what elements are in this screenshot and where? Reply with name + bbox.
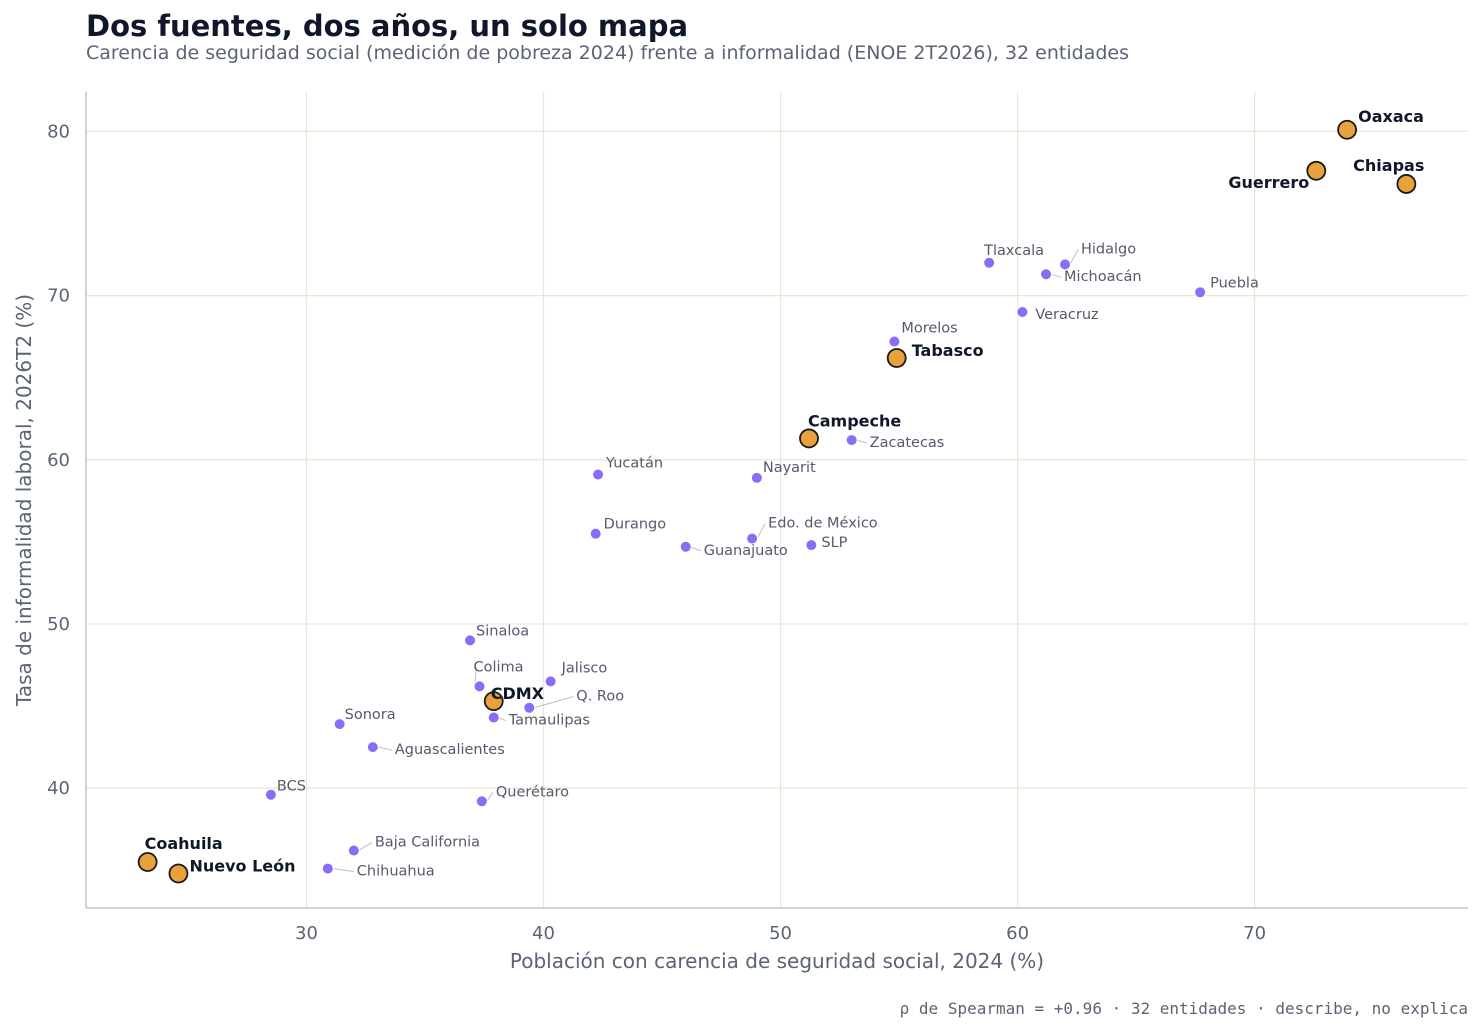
label-cdmx: CDMX [491, 684, 545, 703]
label-coahuila: Coahuila [145, 834, 223, 853]
point-sonora [333, 718, 346, 731]
point-queretaro [475, 795, 488, 808]
point-oaxaca-highlight [1337, 119, 1358, 140]
leader-line [534, 696, 574, 709]
x-tick-label: 40 [532, 923, 555, 944]
leader-line [1069, 249, 1079, 265]
label-guerrero: Guerrero [1228, 173, 1309, 192]
point-labels: Tlaxcala Hidalgo Michoacán Puebla Veracruz Mo… [145, 107, 1425, 880]
label-nuevo-leon: Nuevo León [189, 857, 295, 876]
label-durango: Durango [604, 517, 667, 533]
point-zacatecas [845, 434, 858, 447]
x-tick-label: 30 [295, 923, 318, 944]
point-q-roo [523, 701, 536, 714]
point-bcs [264, 788, 277, 801]
y-tick-label: 70 [47, 286, 70, 307]
chart-subtitle: Carencia de seguridad social (medición d… [86, 42, 1129, 64]
point-aguascalientes [366, 741, 379, 754]
label-leaders [332, 249, 1079, 873]
point-hidalgo [1059, 258, 1072, 271]
x-tick-label: 60 [1006, 923, 1029, 944]
label-slp: SLP [821, 535, 847, 551]
chart-title: Dos fuentes, dos años, un solo mapa [86, 9, 689, 43]
leader-line [332, 868, 354, 873]
y-axis-title: Tasa de informalidad laboral, 2026T2 (%) [12, 294, 36, 707]
label-tlaxcala: Tlaxcala [983, 243, 1044, 259]
y-tick-label: 80 [47, 121, 70, 142]
data-points [137, 119, 1417, 884]
label-veracruz: Veracruz [1035, 307, 1098, 323]
label-yucatan: Yucatán [605, 456, 663, 472]
point-durango [589, 527, 602, 540]
label-sinaloa: Sinaloa [476, 623, 529, 639]
label-oaxaca: Oaxaca [1358, 107, 1424, 126]
label-campeche: Campeche [808, 411, 901, 430]
x-axis-title: Población con carencia de seguridad soci… [510, 949, 1044, 973]
point-chiapas-highlight [1396, 174, 1417, 194]
point-nuevo-leon-highlight [168, 863, 189, 884]
point-tamaulipas [487, 711, 500, 724]
axes: 30 40 50 60 70 40 50 60 70 80 [47, 92, 1468, 944]
y-tick-label: 60 [47, 450, 70, 471]
label-guanajuato: Guanajuato [704, 543, 788, 559]
point-edo-de-mexico [746, 532, 759, 545]
label-morelos: Morelos [901, 321, 957, 337]
point-sinaloa [464, 634, 477, 647]
chart-footnote: ρ de Spearman = +0.96 · 32 entidades · d… [899, 999, 1468, 1018]
label-nayarit: Nayarit [763, 460, 816, 476]
leader-line [486, 792, 494, 802]
leader-line [690, 546, 701, 552]
point-tabasco-highlight [886, 348, 907, 368]
label-hidalgo: Hidalgo [1081, 241, 1136, 257]
point-slp [805, 539, 818, 552]
label-tamaulipas: Tamaulipas [508, 713, 590, 729]
point-guanajuato [679, 540, 692, 553]
point-morelos [888, 335, 901, 348]
point-tlaxcala [983, 256, 996, 269]
label-colima: Colima [474, 659, 524, 675]
label-q-roo: Q. Roo [576, 689, 624, 705]
point-nayarit [750, 471, 763, 484]
label-aguascalientes: Aguascalientes [395, 742, 505, 758]
label-sonora: Sonora [345, 707, 396, 723]
leader-line [856, 439, 867, 444]
x-tick-label: 50 [769, 923, 792, 944]
point-colima [473, 680, 486, 693]
label-puebla: Puebla [1210, 275, 1259, 291]
y-tick-label: 40 [47, 778, 70, 799]
point-campeche-highlight [799, 428, 819, 449]
leader-line [1050, 273, 1062, 278]
label-baja-california: Baja California [375, 835, 480, 851]
label-tabasco: Tabasco [912, 341, 984, 360]
x-tick-label: 70 [1243, 923, 1266, 944]
label-zacatecas: Zacatecas [870, 435, 945, 451]
label-jalisco: Jalisco [561, 660, 608, 676]
label-chiapas: Chiapas [1353, 156, 1424, 175]
label-michoacan: Michoacán [1064, 269, 1142, 285]
point-michoacan [1040, 268, 1053, 281]
label-edo-de-mexico: Edo. de México [768, 516, 878, 532]
point-jalisco [544, 675, 557, 688]
label-bcs: BCS [277, 779, 306, 795]
grid [86, 92, 1468, 908]
point-veracruz [1016, 306, 1029, 319]
point-puebla [1194, 286, 1207, 299]
label-chihuahua: Chihuahua [357, 864, 435, 880]
point-cdmx-highlight [483, 691, 504, 712]
leader-line [756, 523, 766, 539]
point-guerrero-highlight [1306, 160, 1327, 181]
point-chihuahua [321, 862, 334, 875]
point-baja-california [347, 844, 360, 857]
label-queretaro: Querétaro [496, 784, 569, 800]
y-tick-label: 50 [47, 614, 70, 635]
leader-line [358, 842, 373, 851]
leader-line [377, 746, 392, 751]
point-coahuila-highlight [137, 852, 158, 872]
leader-line [498, 717, 506, 721]
point-yucatan [592, 468, 605, 481]
